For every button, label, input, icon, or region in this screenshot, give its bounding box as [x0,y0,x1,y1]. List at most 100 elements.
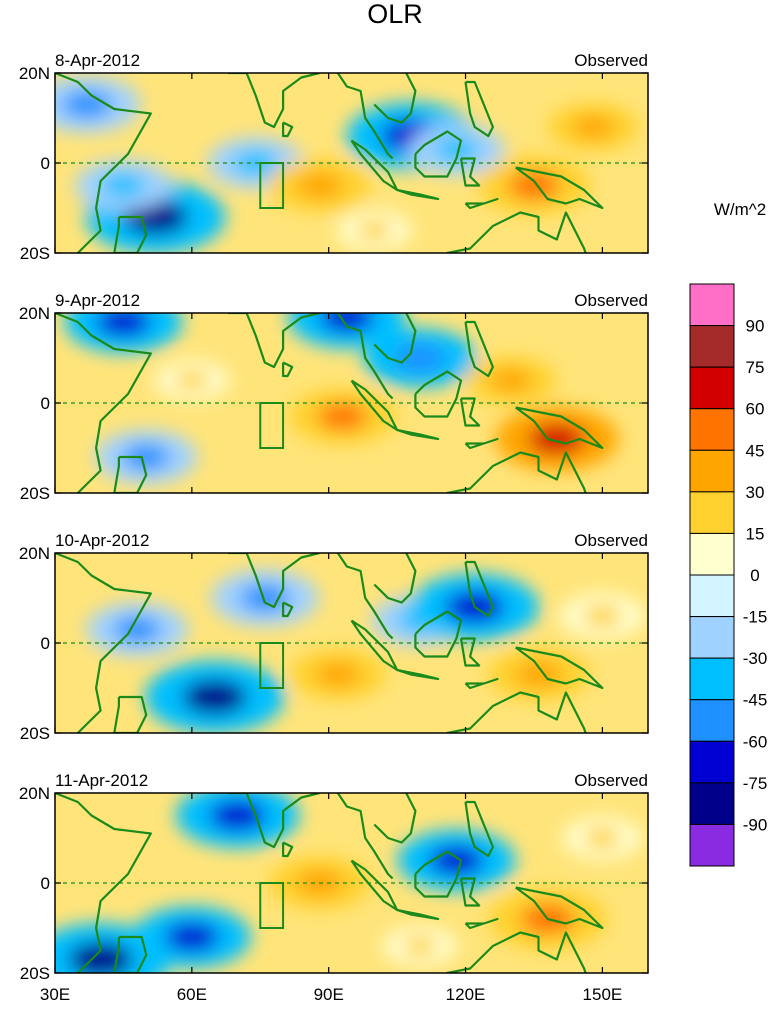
anomaly-core [429,845,484,876]
coastline [113,695,148,733]
coastline [464,800,494,858]
colorbar-swatch [689,574,735,618]
coastlines [55,553,604,733]
anomaly-core [317,403,367,430]
reference-box [259,642,285,689]
coastline [113,935,148,973]
y-tick-label: 20S [20,964,50,983]
colorbar-swatch [689,616,735,659]
anomaly-core [164,922,219,952]
coastline [515,406,604,450]
anomaly-layer [55,76,639,253]
coastline [282,601,294,618]
y-tick-label: 0 [41,394,50,413]
coastline [464,320,494,378]
coastlines [55,313,604,493]
anomaly-core [572,115,615,139]
panels: 20N 0 20S 8-Apr-2012 Observed 20N 0 20S 9-Apr-20… [19,51,649,983]
colorbar-label: -90 [743,815,768,834]
panel-2: 20N 0 20S 9-Apr-2012 Observed [19,291,649,503]
y-tick-label: 20N [19,784,50,803]
coastline [459,397,481,427]
colorbar-swatch [689,823,735,867]
anomaly-core [515,661,562,688]
x-tick-label: 120E [446,985,486,1004]
colorbar-label: 0 [750,566,759,585]
panel-label: Observed [574,291,648,310]
coastline [55,553,152,733]
coastline [464,437,499,450]
anomaly-core [296,172,343,199]
coastline [113,215,148,253]
coastline [373,553,417,604]
x-tick-label: 150E [583,985,623,1004]
colorbar: 90 75 60 45 30 15 0 -15 -30 -45 -60 -75 -90 [689,283,768,867]
colorbar-swatch [689,491,735,534]
colorbar-swatch [689,532,735,576]
coastline [282,121,294,138]
colorbar-swatch [689,449,735,493]
colorbar-label: -60 [743,732,768,751]
colorbar-swatch [689,699,735,742]
anomaly-core [315,662,360,687]
colorbar-swatch [689,408,735,451]
coastline [228,313,320,369]
coastline [396,428,440,441]
anomaly-core [508,171,560,200]
coastline [373,73,417,124]
anomaly-core [434,137,479,162]
colorbar-swatch [689,740,735,784]
anomaly-core [62,91,112,118]
panel-1: 20N 0 20S 8-Apr-2012 Observed [19,51,649,263]
x-axis: 30E 60E 90E 120E 150E [40,985,622,1004]
anomaly-core [319,313,374,333]
colorbar-label: 30 [746,483,765,502]
coastline [396,668,440,681]
coastline [373,793,417,844]
y-tick-label: 0 [41,874,50,893]
olr-field [55,793,648,973]
coastline [445,211,587,253]
colorbar-swatch [689,782,735,825]
olr-field [55,553,648,733]
colorbar-swatch [689,657,735,701]
coastline [464,197,499,210]
coastline [336,793,394,880]
anomaly-core [402,936,437,956]
anomaly-core [357,220,392,241]
y-tick-label: 0 [41,634,50,653]
coastline [336,553,394,640]
colorbar-label: 60 [746,400,765,419]
anomaly-core [240,584,290,612]
y-tick-label: 20S [20,724,50,743]
y-tick-label: 20S [20,244,50,263]
anomaly-core [209,800,266,831]
coastline [459,877,481,907]
coastline [228,73,320,129]
olr-field [55,313,648,493]
anomaly-core [101,173,146,198]
y-tick-label: 20N [19,304,50,323]
chart-title: OLR [367,0,423,29]
coastline [414,610,463,658]
panel-date: 10-Apr-2012 [55,531,150,550]
coastline [464,80,494,138]
panel-label: Observed [574,531,648,550]
y-tick-label: 0 [41,154,50,173]
coastline [445,451,587,493]
colorbar-swatch [689,325,735,368]
coastline [464,677,499,690]
y-tick-label: 20N [19,544,50,563]
coastline [282,361,294,378]
anomaly-core [182,679,247,715]
coastline [414,370,463,418]
coastline [459,157,481,187]
coastline [336,73,394,160]
colorbar-label: -45 [743,691,768,710]
coastline [336,313,394,400]
coastline [228,553,320,609]
coastline [445,691,587,733]
panel-3: 20N 0 20S 10-Apr-2012 Observed [19,531,649,743]
coastline [515,166,604,210]
coastline [515,646,604,690]
